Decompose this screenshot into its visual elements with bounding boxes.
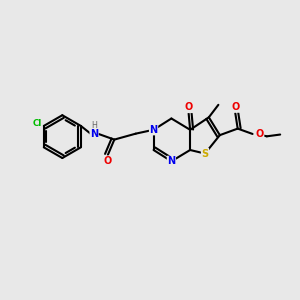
Text: H: H bbox=[91, 121, 97, 130]
Text: N: N bbox=[149, 125, 158, 135]
Text: O: O bbox=[231, 102, 239, 112]
Text: O: O bbox=[184, 103, 193, 112]
Text: S: S bbox=[201, 148, 208, 159]
Text: O: O bbox=[104, 156, 112, 166]
Text: Cl: Cl bbox=[33, 119, 42, 128]
Text: O: O bbox=[256, 129, 264, 139]
Text: N: N bbox=[167, 156, 175, 166]
Text: N: N bbox=[90, 129, 98, 139]
